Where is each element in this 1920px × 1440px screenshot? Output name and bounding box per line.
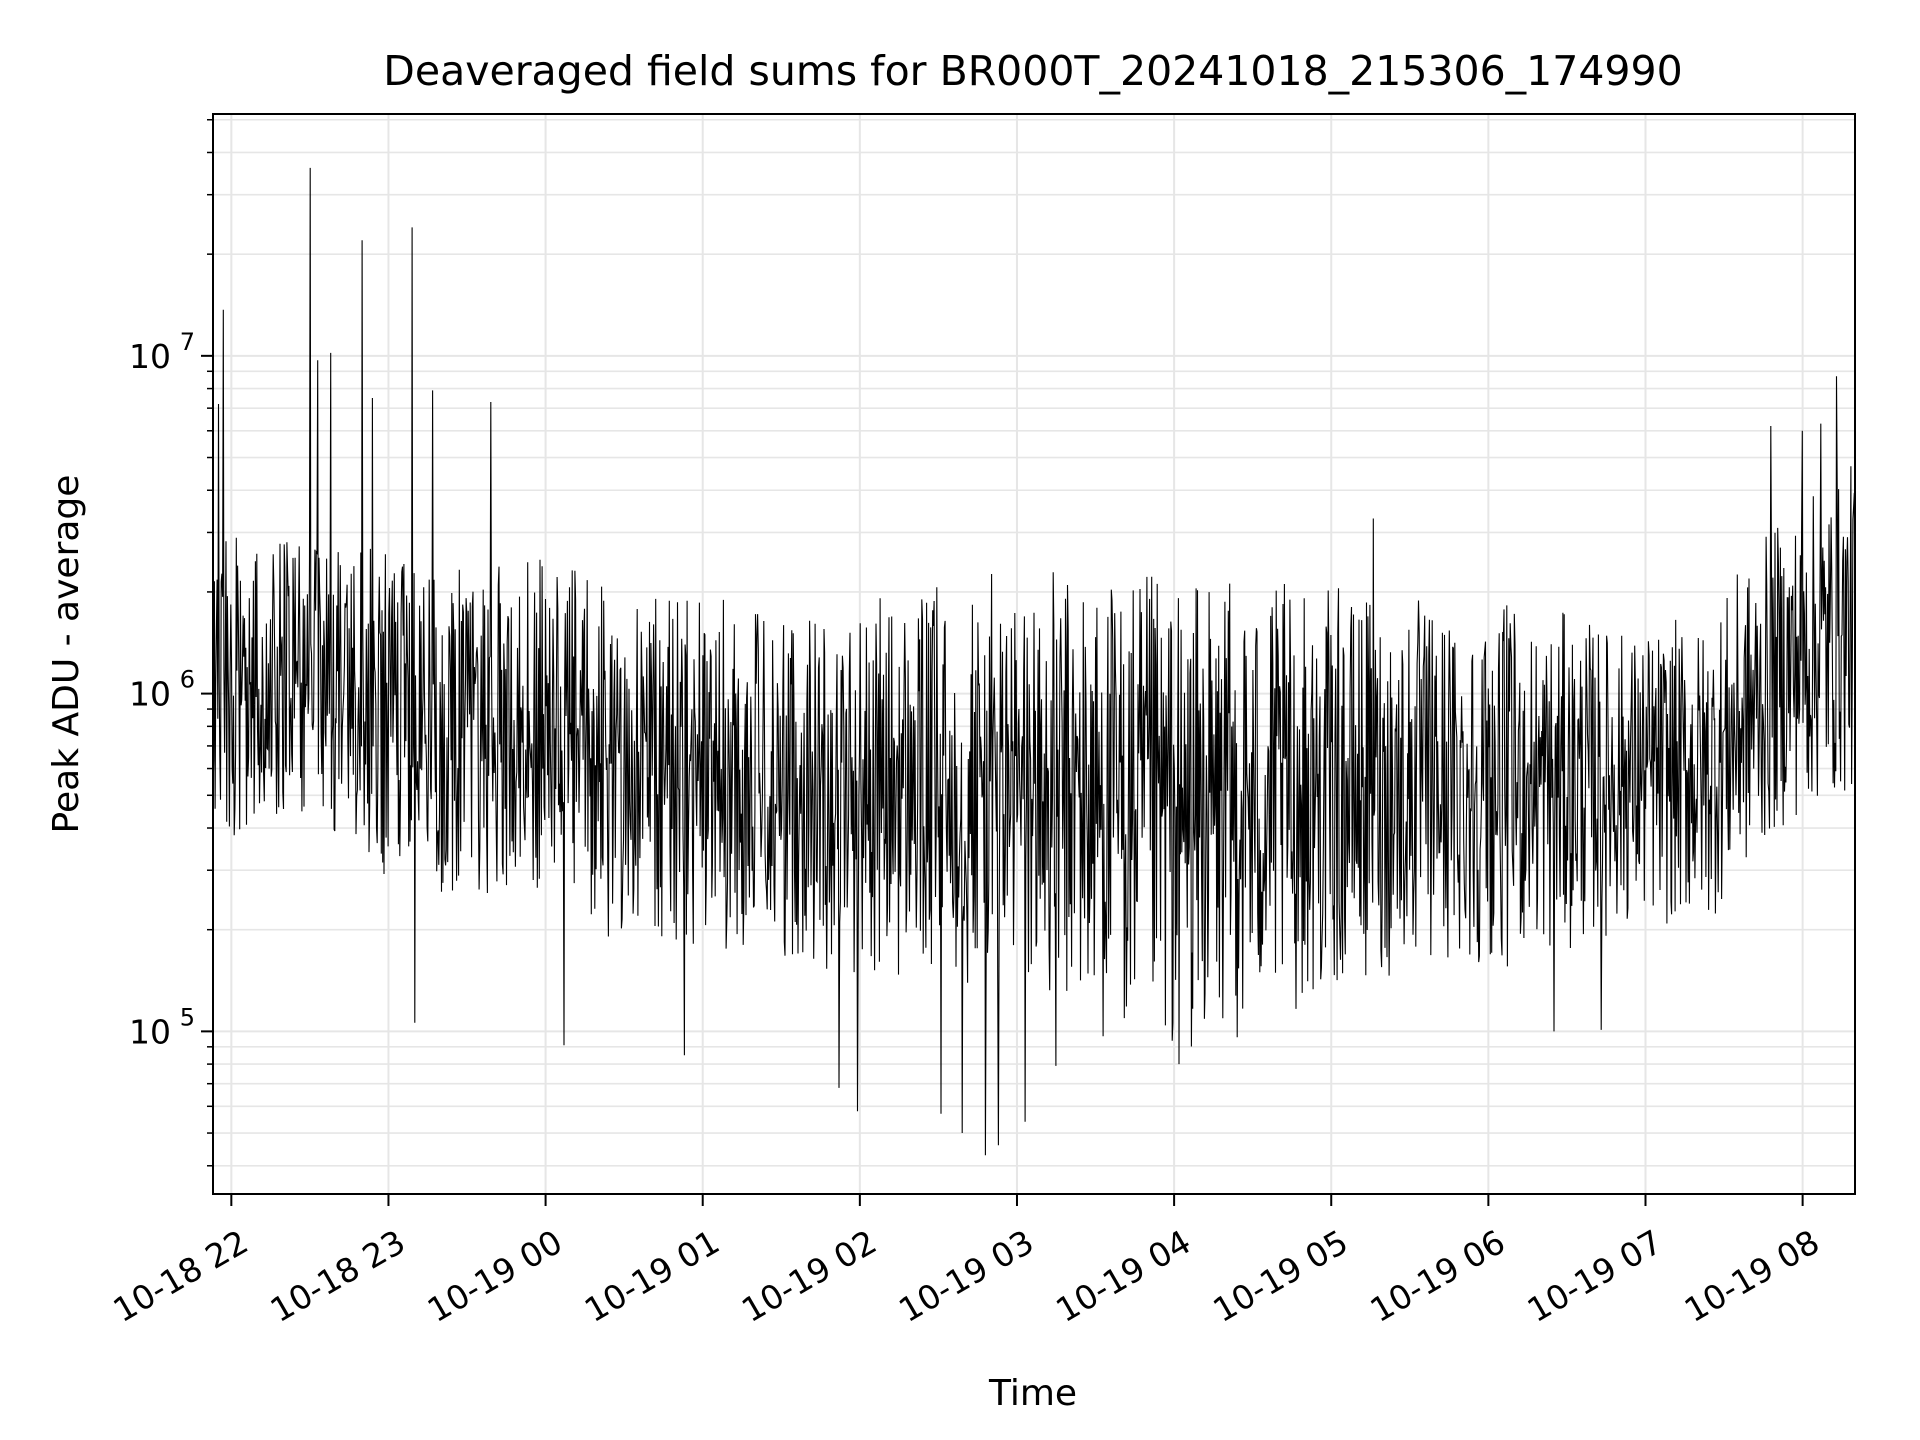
y-tick-exponent: 6 (180, 666, 195, 694)
y-tick-exponent: 7 (180, 328, 195, 356)
y-tick-label: 10 (129, 1012, 171, 1051)
series-line (212, 167, 1856, 1156)
y-tick-label: 10 (129, 675, 171, 714)
series-layer (212, 167, 1856, 1156)
x-axis-label: Time (988, 1373, 1077, 1414)
chart-title: Deaveraged field sums for BR000T_2024101… (383, 47, 1682, 95)
plot-area-frame (212, 113, 1856, 1195)
y-axis-label: Peak ADU - average (46, 475, 87, 834)
y-tick-label: 10 (129, 337, 171, 376)
y-tick-exponent: 5 (180, 1003, 195, 1031)
